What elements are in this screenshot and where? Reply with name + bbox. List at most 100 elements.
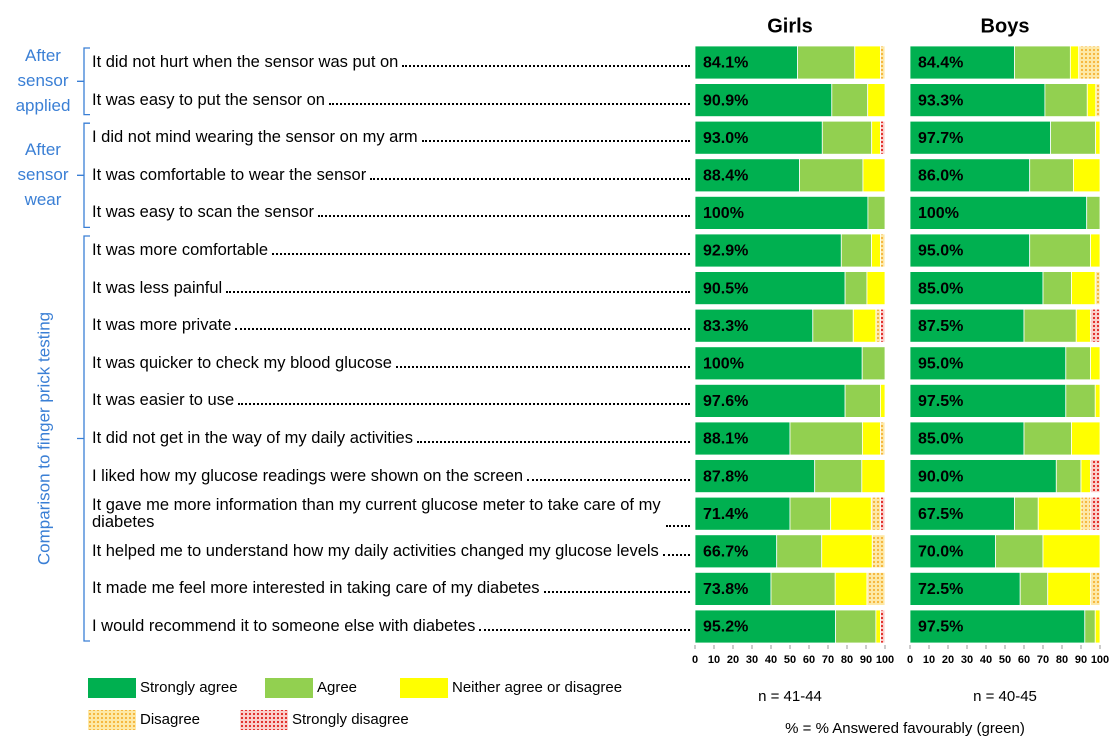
question-text: It helped me to understand how my daily … <box>92 541 659 560</box>
group-label: After <box>25 46 61 65</box>
value-label: 90.9% <box>703 92 748 109</box>
value-label: 100% <box>703 356 744 373</box>
value-label: 72.5% <box>918 581 963 598</box>
question-text: It was easier to use <box>92 391 235 410</box>
legend-swatch <box>88 710 136 730</box>
leader-dots <box>402 65 690 67</box>
bar-segment <box>1071 271 1096 306</box>
bar-segment <box>870 496 881 531</box>
group-bracket <box>77 122 90 229</box>
group-label: After <box>25 140 61 159</box>
bar-segment <box>1080 459 1091 494</box>
leader-dots <box>272 253 690 255</box>
bar-segment <box>1037 496 1082 531</box>
bar-segment <box>1023 421 1072 456</box>
bar-segment <box>1055 459 1082 494</box>
group-label: wear <box>24 190 62 209</box>
leader-dots <box>417 441 690 443</box>
value-label: 97.6% <box>703 393 748 410</box>
bar-segment <box>1071 421 1101 456</box>
legend-label: Agree <box>317 679 357 696</box>
bar-segment <box>880 308 886 343</box>
legend-label: Strongly disagree <box>292 711 409 728</box>
x-tick-label: 20 <box>942 654 954 666</box>
group-bracket <box>77 235 90 642</box>
value-label: 95.2% <box>703 619 748 636</box>
value-label: 97.7% <box>918 130 963 147</box>
group-label: sensor <box>17 165 68 184</box>
n-label: n = 41-44 <box>758 688 822 705</box>
bar-segment <box>1094 383 1101 418</box>
value-label: 97.5% <box>918 619 963 636</box>
bar-segment <box>880 120 886 155</box>
bar-segment <box>861 421 881 456</box>
value-label: 100% <box>703 205 744 222</box>
question-row: It was more comfortable <box>92 242 690 259</box>
question-row: It was more private <box>92 317 690 334</box>
question-label: It was quicker to check my blood glucose <box>92 346 690 380</box>
bar-segment <box>835 609 877 644</box>
x-tick-label: 20 <box>727 654 739 666</box>
value-label: 84.4% <box>918 55 963 72</box>
bar-segment <box>1080 496 1091 531</box>
bar-segment <box>1086 83 1097 117</box>
bar-segment <box>814 459 863 494</box>
bar-segment <box>875 609 881 644</box>
question-row: It was quicker to check my blood glucose <box>92 354 690 372</box>
value-label: 73.8% <box>703 581 748 598</box>
bar-segment <box>880 383 886 418</box>
leader-dots <box>328 102 690 105</box>
x-tick-label: 50 <box>784 654 796 666</box>
bar-segment <box>770 572 836 606</box>
group-label: applied <box>16 96 71 115</box>
value-label: 67.5% <box>918 506 963 523</box>
question-text: It gave me more information than my curr… <box>92 495 661 531</box>
legend-swatch <box>240 710 288 730</box>
bar-segment <box>880 233 886 268</box>
x-tick-label: 70 <box>822 654 834 666</box>
bar-segment <box>1050 120 1097 155</box>
n-label: n = 40-45 <box>973 688 1037 705</box>
bar-segment <box>909 496 1015 531</box>
bar-segment <box>1042 534 1101 569</box>
bar-segment <box>830 496 872 531</box>
bar-segment <box>852 308 877 343</box>
bar-segment <box>871 534 886 569</box>
value-label: 92.9% <box>703 243 748 260</box>
legend-swatch <box>88 678 136 698</box>
question-text: It was easy to put the sensor on <box>92 90 325 109</box>
question-text: I liked how my glucose readings were sho… <box>92 466 524 485</box>
x-tick-label: 80 <box>841 654 853 666</box>
value-label: 95.0% <box>918 356 963 373</box>
value-label: 90.5% <box>703 280 748 297</box>
bar-segment <box>909 120 1052 155</box>
bar-segment <box>880 421 886 456</box>
bar-segment <box>880 609 886 644</box>
x-tick-label: 50 <box>999 654 1011 666</box>
leader-dots <box>226 290 690 293</box>
bar-segment <box>909 83 1046 117</box>
question-label: It was easier to use <box>92 384 690 418</box>
leader-dots <box>662 553 690 556</box>
leader-dots <box>317 215 690 218</box>
bar-segment <box>694 271 846 306</box>
bar-segment <box>776 534 823 569</box>
question-label: It was more comfortable <box>92 234 690 268</box>
value-label: 93.0% <box>703 130 748 147</box>
question-label: It gave me more information than my curr… <box>92 495 690 531</box>
question-label: It made me feel more interested in takin… <box>92 572 690 606</box>
question-text: It did not hurt when the sensor was put … <box>92 53 399 71</box>
x-tick-label: 70 <box>1037 654 1049 666</box>
legend-swatch <box>265 678 313 698</box>
bar-segment <box>909 383 1067 418</box>
question-text: It was more comfortable <box>92 241 269 259</box>
legend-label: Strongly agree <box>140 679 238 696</box>
x-tick-label: 80 <box>1056 654 1068 666</box>
value-label: 86.0% <box>918 168 963 185</box>
legend-swatch <box>400 678 448 698</box>
group-label: Comparison to finger prick testing <box>34 312 53 565</box>
question-text: I did not mind wearing the sensor on my … <box>92 128 418 147</box>
bar-segment <box>844 383 881 418</box>
bar-segment <box>909 271 1044 306</box>
